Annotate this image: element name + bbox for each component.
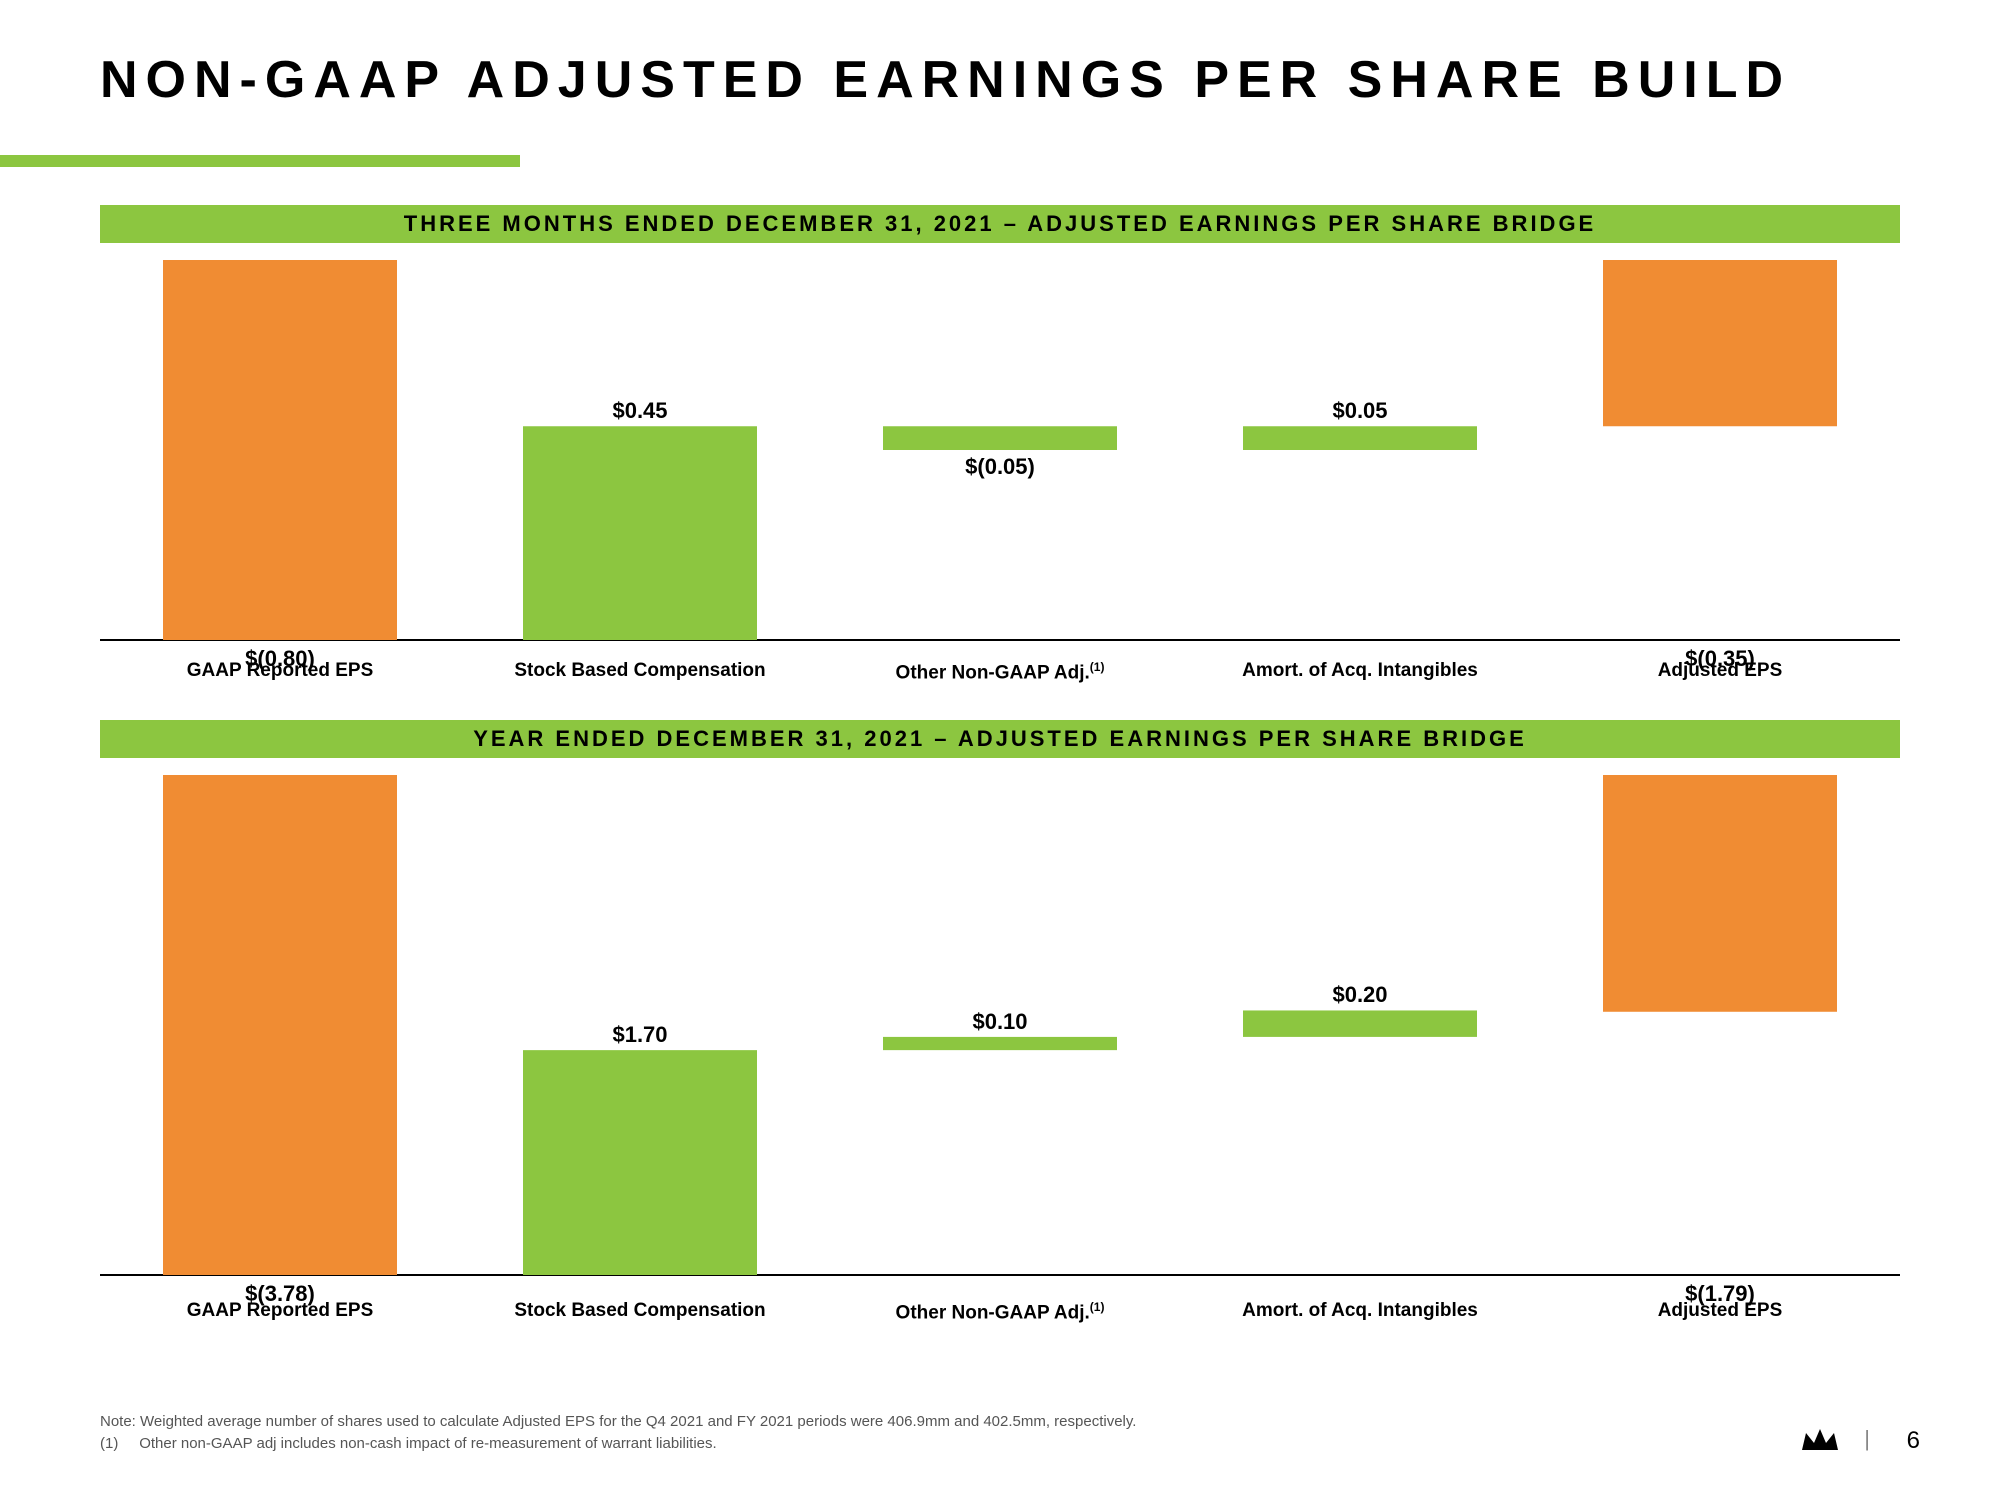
section1-chart xyxy=(100,250,1900,650)
axis-label: Other Non-GAAP Adj.(1) xyxy=(820,1300,1180,1324)
axis-label: Adjusted EPS xyxy=(1540,1300,1900,1324)
axis-label: Stock Based Compensation xyxy=(460,660,820,684)
page-title: NON-GAAP ADJUSTED EARNINGS PER SHARE BUI… xyxy=(100,50,1791,110)
axis-label: GAAP Reported EPS xyxy=(100,1300,460,1324)
axis-label: Adjusted EPS xyxy=(1540,660,1900,684)
waterfall-bar xyxy=(523,426,757,640)
waterfall-bar xyxy=(163,260,397,640)
page-number: 6 xyxy=(1907,1427,1920,1455)
axis-label: GAAP Reported EPS xyxy=(100,660,460,684)
section2-axis-labels: GAAP Reported EPSStock Based Compensatio… xyxy=(100,1300,1900,1324)
waterfall-bar xyxy=(1243,426,1477,450)
waterfall-bar xyxy=(1603,775,1837,1012)
footnote-line2-prefix: (1) xyxy=(100,1435,118,1452)
waterfall-bar xyxy=(1603,260,1837,426)
axis-label: Amort. of Acq. Intangibles xyxy=(1180,1300,1540,1324)
accent-underline xyxy=(0,155,520,167)
bar-value-label: $0.45 xyxy=(460,398,820,424)
bar-value-label: $(0.05) xyxy=(820,454,1180,480)
section2-header: YEAR ENDED DECEMBER 31, 2021 – ADJUSTED … xyxy=(100,720,1900,758)
waterfall-bar xyxy=(883,426,1117,450)
bar-value-label: $0.05 xyxy=(1180,398,1540,424)
axis-label: Stock Based Compensation xyxy=(460,1300,820,1324)
waterfall-bar xyxy=(1243,1010,1477,1036)
section1-axis-labels: GAAP Reported EPSStock Based Compensatio… xyxy=(100,660,1900,684)
bar-value-label: $0.10 xyxy=(820,1009,1180,1035)
footnote-line2: (1) Other non-GAAP adj includes non-cash… xyxy=(100,1435,717,1452)
crown-logo-icon xyxy=(1800,1425,1840,1455)
axis-label: Amort. of Acq. Intangibles xyxy=(1180,660,1540,684)
waterfall-bar xyxy=(163,775,397,1275)
bar-value-label: $0.20 xyxy=(1180,982,1540,1008)
section1-header: THREE MONTHS ENDED DECEMBER 31, 2021 – A… xyxy=(100,205,1900,243)
footnote-line2-text: Other non-GAAP adj includes non-cash imp… xyxy=(139,1435,717,1452)
footnote-line1: Note: Weighted average number of shares … xyxy=(100,1413,1136,1430)
waterfall-bar xyxy=(523,1050,757,1275)
axis-label: Other Non-GAAP Adj.(1) xyxy=(820,660,1180,684)
page-separator: | xyxy=(1864,1426,1870,1452)
waterfall-bar xyxy=(883,1037,1117,1050)
bar-value-label: $1.70 xyxy=(460,1022,820,1048)
